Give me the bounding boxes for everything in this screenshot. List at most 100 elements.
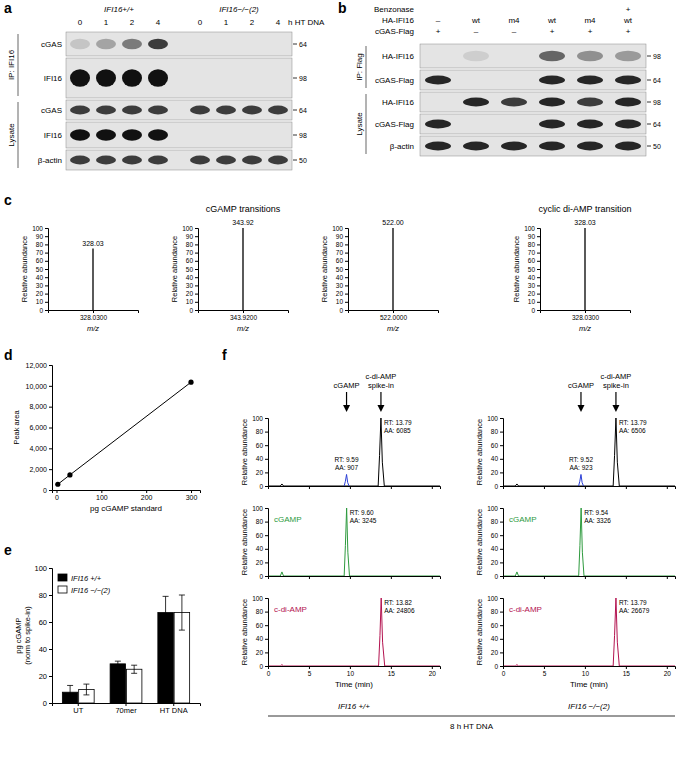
- band: [190, 156, 210, 165]
- tick: 70: [36, 249, 48, 256]
- tick-mark: [626, 576, 627, 579]
- tick-label: 0: [494, 663, 498, 670]
- band: [615, 120, 641, 129]
- tick: 100: [487, 415, 503, 422]
- tick: 100: [32, 225, 48, 232]
- tick-mark: [585, 576, 586, 579]
- blot-strip: [420, 136, 646, 156]
- band: [148, 39, 168, 50]
- row-label: IFI16: [44, 74, 63, 83]
- tick-mark: [503, 486, 504, 489]
- tick-label: 0: [259, 573, 263, 580]
- tick-label: 10,000: [26, 383, 48, 390]
- axis-line: [345, 229, 349, 311]
- tick: 0: [43, 699, 52, 708]
- tick-mark: [49, 622, 52, 623]
- axis-line: [504, 577, 676, 580]
- blot-strip: [420, 70, 646, 90]
- tick-label: 300: [186, 494, 198, 501]
- callout-label: c-di-AMP: [601, 372, 632, 381]
- tick-label: 40: [36, 274, 44, 281]
- tick-label: 0: [39, 307, 43, 314]
- tick-label: 100: [252, 415, 263, 422]
- tick-label: 100: [34, 564, 47, 573]
- band: [577, 120, 603, 129]
- tick-label: 80: [491, 428, 499, 435]
- tick-mark: [585, 310, 586, 313]
- mw-label: 50: [299, 157, 307, 164]
- tick-label: 5: [308, 670, 312, 677]
- line: [268, 508, 440, 576]
- tick-label: 522.0000: [380, 314, 407, 321]
- y-axis: 0102030405060708090100: [182, 225, 198, 314]
- tick: 0: [502, 666, 506, 677]
- tick-mark: [265, 562, 268, 563]
- tick-mark: [265, 639, 268, 640]
- tick-label: 40: [528, 274, 536, 281]
- arrow-head: [577, 405, 584, 412]
- axis-line: [500, 419, 504, 487]
- band: [216, 69, 236, 87]
- condition-label: HA-IFI16: [382, 16, 415, 25]
- tick-mark: [195, 277, 198, 278]
- tick-label: 30: [186, 282, 194, 289]
- tick-label: 4,000: [29, 445, 47, 452]
- line: [503, 418, 675, 486]
- tick: 60: [256, 442, 268, 449]
- tick-label: 70: [186, 249, 194, 256]
- x-axis: 328.0300: [541, 310, 631, 321]
- legend-label: IFI16 −/−(2): [71, 586, 111, 595]
- axis-line: [537, 229, 541, 311]
- tick: 20: [429, 666, 437, 677]
- tick-label: 0: [339, 307, 343, 314]
- tick-mark: [432, 666, 433, 669]
- tick-mark: [503, 576, 504, 579]
- band: [268, 39, 288, 50]
- column-caption: IFI16 +/+: [338, 702, 370, 711]
- band: [96, 39, 116, 50]
- tick-mark: [45, 277, 48, 278]
- tick-label: 20: [429, 670, 437, 677]
- tick: 10,000: [26, 383, 52, 390]
- error-bar: [115, 661, 121, 666]
- tick: 15: [388, 666, 396, 677]
- tick-label: 70: [36, 249, 44, 256]
- tick-label: 12,000: [26, 362, 48, 369]
- band: [268, 69, 288, 87]
- annotation: AA: 26679: [619, 607, 650, 614]
- axis-line: [269, 487, 441, 490]
- tick-mark: [537, 244, 540, 245]
- axis-line: [195, 229, 199, 311]
- tick: 100: [96, 490, 108, 501]
- mw-label: 98: [299, 75, 307, 82]
- tick-label: 20: [491, 559, 499, 566]
- tick-mark: [265, 472, 268, 473]
- tick-label: 90: [528, 233, 536, 240]
- tick-label: 0: [502, 670, 506, 677]
- tick-mark: [265, 598, 268, 599]
- tick: [268, 486, 269, 489]
- x-axis-title: Time (min): [335, 680, 373, 689]
- tick-label: 60: [336, 257, 344, 264]
- annotation: AA: 24806: [384, 607, 415, 614]
- tick-label: 6,000: [29, 424, 47, 431]
- annotation: 328.03: [82, 240, 104, 247]
- tick-label: 30: [528, 282, 536, 289]
- tick-mark: [195, 310, 198, 311]
- tick-mark: [345, 253, 348, 254]
- tick-mark: [432, 486, 433, 489]
- tick: 40: [256, 455, 268, 462]
- tick-mark: [500, 472, 503, 473]
- tick-label: 20: [39, 672, 47, 681]
- error-bar: [131, 665, 137, 673]
- tick-label: 0: [189, 307, 193, 314]
- tick-mark: [500, 652, 503, 653]
- tick-label: 90: [36, 233, 44, 240]
- tick-mark: [265, 522, 268, 523]
- lane-label: –: [512, 27, 517, 36]
- tick: [503, 576, 504, 579]
- axis-line: [500, 599, 504, 667]
- lane-label: –: [436, 16, 441, 25]
- mw-label: 64: [299, 107, 307, 114]
- row-label: β-actin: [390, 142, 414, 151]
